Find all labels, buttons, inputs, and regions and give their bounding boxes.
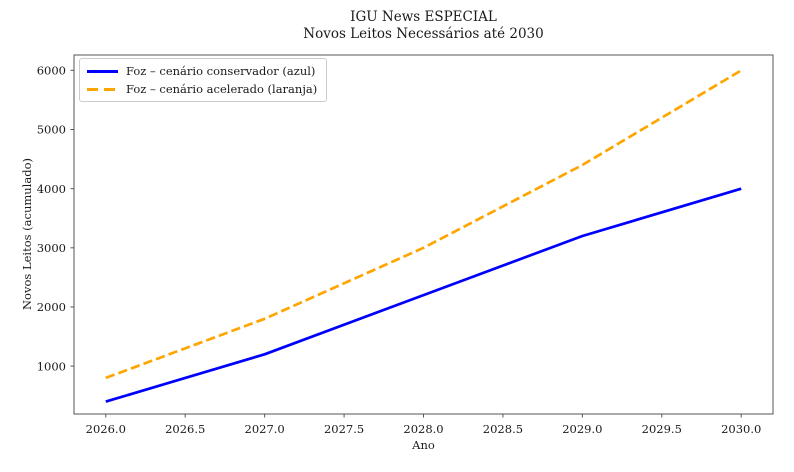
x-axis-label: Ano: [412, 438, 435, 452]
legend-solid-blue-line-icon: [87, 69, 118, 73]
y-tick-label: 5000: [37, 123, 66, 137]
x-tick-label: 2028.0: [403, 422, 443, 436]
legend: Foz – cenário conservador (azul) Foz – c…: [79, 58, 328, 102]
series-line-acelerado: [105, 69, 742, 380]
legend-dashed-orange-line-icon: [87, 87, 118, 91]
y-tick-label: 3000: [37, 241, 66, 255]
axes-frame: [73, 54, 774, 415]
legend-label-conservador: Foz – cenário conservador (azul): [126, 64, 316, 78]
y-tick-label: 2000: [37, 300, 66, 314]
chart-title: IGU News ESPECIAL Novos Leitos Necessári…: [74, 9, 773, 42]
chart-title-line2: Novos Leitos Necessários até 2030: [303, 25, 544, 42]
x-tick-label: 2026.0: [86, 422, 126, 436]
x-tick-label: 2030.0: [721, 422, 761, 436]
legend-item-acelerado: Foz – cenário acelerado (laranja): [87, 82, 317, 96]
y-tick-label: 6000: [37, 64, 66, 78]
x-tick-label: 2027.0: [245, 422, 285, 436]
x-tick-label: 2027.5: [324, 422, 364, 436]
x-tick-label: 2029.0: [562, 422, 602, 436]
y-axis-label: Novos Leitos (acumulado): [20, 158, 34, 310]
y-tick-label: 4000: [37, 182, 66, 196]
x-tick-label: 2026.5: [165, 422, 205, 436]
x-tick-label: 2029.5: [642, 422, 682, 436]
legend-item-conservador: Foz – cenário conservador (azul): [87, 64, 317, 78]
chart-title-line1: IGU News ESPECIAL: [350, 9, 497, 25]
x-tick-label: 2028.5: [483, 422, 523, 436]
legend-label-acelerado: Foz – cenário acelerado (laranja): [126, 82, 318, 96]
series-line-conservador: [105, 187, 742, 403]
y-tick-label: 1000: [37, 359, 66, 373]
